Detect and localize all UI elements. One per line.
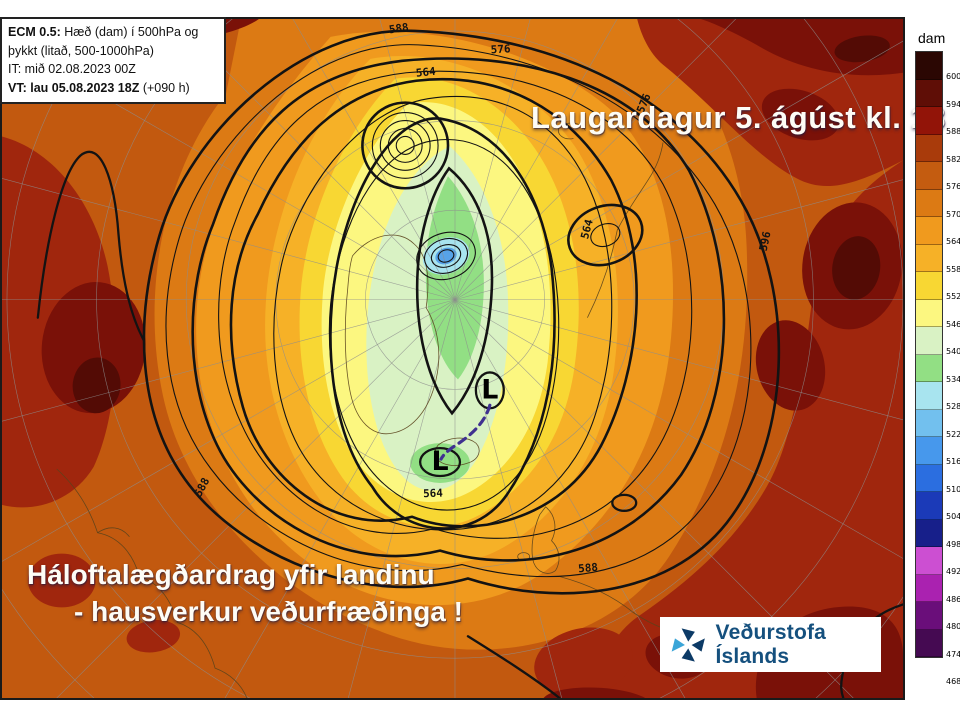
colorbar-segment <box>916 492 942 520</box>
contour-label: 576 <box>490 42 510 56</box>
colorbar-segment <box>916 354 942 382</box>
date-headline: Laugardagur 5. ágúst kl. 18 <box>531 100 946 135</box>
model-info-box: ECM 0.5: Hæð (dam) í 500hPa og þykkt (li… <box>0 17 226 105</box>
forecast-caption: Háloftalægðardrag yfir landinu - hausver… <box>27 556 463 630</box>
contour-label: 588 <box>388 21 409 37</box>
contour-label: 564 <box>415 65 436 80</box>
colorbar-segment <box>916 217 942 245</box>
height-contours <box>36 29 903 698</box>
colorbar-tick: 480 <box>946 622 960 631</box>
info-line-4: VT: lau 05.08.2023 18Z (+090 h) <box>8 80 190 95</box>
contour-label: 564 <box>578 218 596 241</box>
thickness-colorbar: dam 600 594 588 582 576 570 564 558 552 546 540 534… <box>915 30 960 686</box>
colorbar-tick: 588 <box>946 127 960 136</box>
colorbar-tick: 540 <box>946 347 960 356</box>
info-line-3: IT: mið 02.08.2023 00Z <box>8 62 136 77</box>
colorbar-tick: 516 <box>946 457 960 466</box>
colorbar-tick: 546 <box>946 319 960 329</box>
colorbar-tick: 522 <box>946 429 960 439</box>
colorbar-segments <box>915 51 943 658</box>
colorbar-segment <box>916 409 942 437</box>
colorbar-unit-label: dam <box>918 30 946 46</box>
info-line-2: þykkt (litað, 500-1000hPa) <box>8 43 154 58</box>
colorbar-segment <box>916 519 942 547</box>
colorbar-tick: 528 <box>946 402 960 411</box>
colorbar-segment <box>916 244 942 272</box>
colorbar-tick: 504 <box>946 512 960 521</box>
colorbar-tick: 468 <box>946 677 960 686</box>
thickness-fills <box>2 19 903 698</box>
colorbar-segment <box>916 602 942 630</box>
low-pressure-marker: L <box>431 446 448 477</box>
caption-line-2: - hausverkur veðurfræðinga ! <box>74 596 463 627</box>
colorbar-tick: 510 <box>946 484 960 494</box>
colorbar-tick: 564 <box>946 237 960 246</box>
contour-label: 588 <box>578 561 599 576</box>
colorbar-segment <box>916 327 942 355</box>
colorbar-segment <box>916 162 942 190</box>
info-line-1: ECM 0.5: Hæð (dam) í 500hPa og <box>8 25 199 39</box>
colorbar-tick: 498 <box>946 539 960 549</box>
colorbar-segment <box>916 547 942 575</box>
colorbar-tick: 570 <box>946 209 960 219</box>
colorbar-segment <box>916 272 942 300</box>
colorbar-tick: 552 <box>946 292 960 301</box>
low-marker-layer: LL <box>431 374 498 477</box>
vedurstofa-logo-box: Veðurstofa Íslands <box>660 617 881 672</box>
colorbar-tick: 534 <box>946 374 960 384</box>
contour-label: 564 <box>423 487 444 501</box>
colorbar-segment <box>916 52 942 80</box>
trough-dashed-line <box>439 403 492 461</box>
colorbar-tick: 600 <box>946 72 960 81</box>
colorbar-segment <box>916 299 942 327</box>
colorbar-segment <box>916 464 942 492</box>
colorbar-segment <box>916 79 942 107</box>
colorbar-tick: 558 <box>946 264 960 274</box>
colorbar-tick: 594 <box>946 99 960 109</box>
logo-wordmark: Veðurstofa Íslands <box>715 620 827 668</box>
colorbar-tick: 486 <box>946 594 960 604</box>
caption-line-1: Háloftalægðardrag yfir landinu <box>27 559 435 590</box>
colorbar-segment <box>916 629 942 657</box>
colorbar-segment <box>916 134 942 162</box>
colorbar-tick: 576 <box>946 182 960 191</box>
colorbar-segment <box>916 189 942 217</box>
contour-label: 596 <box>757 230 774 252</box>
colorbar-tick: 492 <box>946 567 960 576</box>
colorbar-tick: 474 <box>946 649 960 659</box>
colorbar-segment <box>916 107 942 135</box>
low-pressure-marker: L <box>481 374 498 405</box>
pinwheel-logo-icon <box>671 627 705 662</box>
colorbar-segment <box>916 437 942 465</box>
colorbar-segment <box>916 574 942 602</box>
colorbar-tick: 582 <box>946 154 960 164</box>
colorbar-segment <box>916 382 942 410</box>
